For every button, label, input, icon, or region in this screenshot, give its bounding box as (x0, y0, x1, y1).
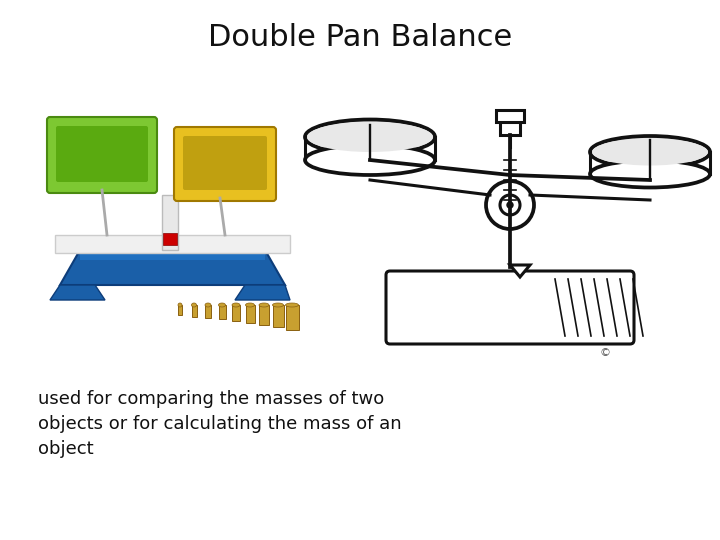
Ellipse shape (286, 303, 299, 307)
FancyBboxPatch shape (47, 117, 157, 193)
Polygon shape (235, 285, 290, 300)
Ellipse shape (246, 303, 254, 307)
Ellipse shape (305, 145, 435, 175)
Polygon shape (50, 285, 105, 300)
Bar (259, 305, 269, 325)
Ellipse shape (259, 303, 269, 307)
Ellipse shape (590, 160, 710, 187)
Ellipse shape (305, 119, 435, 154)
Bar (178, 305, 182, 315)
Ellipse shape (192, 303, 197, 307)
FancyBboxPatch shape (56, 126, 148, 182)
Ellipse shape (232, 303, 240, 307)
Bar (205, 305, 211, 318)
Bar (496, 110, 524, 122)
Bar (232, 305, 240, 321)
Bar (192, 305, 197, 317)
Circle shape (500, 195, 520, 215)
Text: used for comparing the masses of two
objects or for calculating the mass of an
o: used for comparing the masses of two obj… (38, 390, 402, 458)
Ellipse shape (307, 122, 433, 152)
Circle shape (486, 181, 534, 229)
Polygon shape (60, 250, 285, 285)
FancyBboxPatch shape (174, 127, 276, 201)
FancyBboxPatch shape (386, 271, 634, 344)
Bar (219, 305, 226, 319)
Polygon shape (55, 235, 290, 253)
Text: ©: © (600, 348, 611, 358)
FancyBboxPatch shape (183, 136, 267, 190)
Bar (500, 120, 520, 135)
Text: Double Pan Balance: Double Pan Balance (208, 24, 512, 52)
Ellipse shape (272, 303, 284, 307)
Polygon shape (80, 250, 265, 260)
Bar (286, 305, 299, 330)
Ellipse shape (592, 138, 708, 165)
Bar (163, 233, 177, 245)
Bar (273, 305, 284, 327)
Ellipse shape (590, 136, 710, 168)
Circle shape (507, 202, 513, 208)
Bar (162, 195, 178, 250)
Bar (246, 305, 255, 323)
Ellipse shape (205, 303, 211, 307)
Polygon shape (510, 265, 530, 277)
Ellipse shape (178, 303, 182, 307)
Ellipse shape (218, 303, 225, 307)
